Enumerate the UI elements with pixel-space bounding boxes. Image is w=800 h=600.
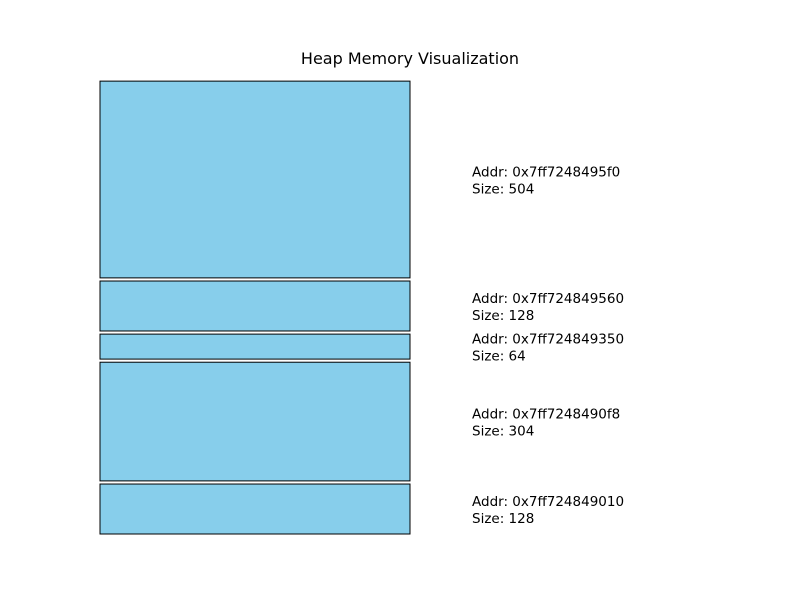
block-addr-label-0: Addr: 0x7ff724849010 [472, 494, 624, 510]
block-size-label-4: Size: 504 [472, 182, 534, 198]
block-size-label-1: Size: 304 [472, 424, 534, 440]
block-size-label-2: Size: 64 [472, 349, 526, 365]
memory-block-1 [99, 361, 411, 482]
memory-block-3 [99, 280, 411, 332]
block-addr-label-2: Addr: 0x7ff724849350 [472, 332, 624, 348]
memory-blocks [99, 80, 411, 535]
memory-block-0 [99, 483, 411, 535]
block-addr-label-3: Addr: 0x7ff724849560 [472, 291, 624, 307]
block-addr-label-4: Addr: 0x7ff7248495f0 [472, 165, 620, 181]
chart-title: Heap Memory Visualization [301, 49, 519, 68]
memory-block-4 [99, 80, 411, 279]
block-addr-label-1: Addr: 0x7ff7248490f8 [472, 407, 620, 423]
block-size-label-0: Size: 128 [472, 511, 534, 527]
block-size-label-3: Size: 128 [472, 308, 534, 324]
memory-block-2 [99, 333, 411, 360]
